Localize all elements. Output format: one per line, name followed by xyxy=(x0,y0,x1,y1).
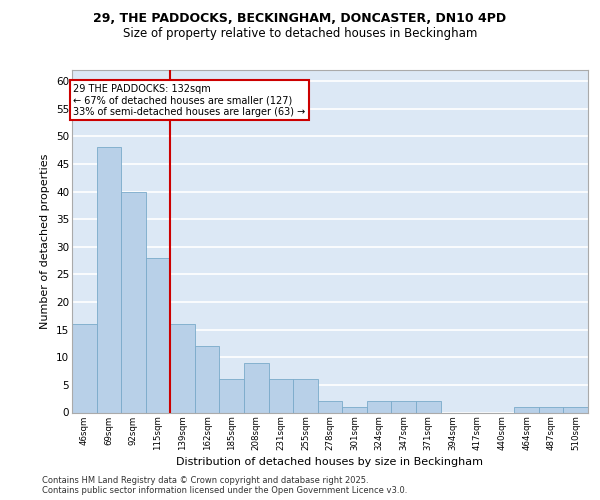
Bar xyxy=(514,407,539,412)
Bar xyxy=(391,402,416,412)
Bar xyxy=(563,407,588,412)
Bar xyxy=(220,380,244,412)
Bar xyxy=(97,148,121,412)
Bar xyxy=(318,402,342,412)
Bar xyxy=(72,324,97,412)
Bar xyxy=(195,346,220,412)
Bar xyxy=(170,324,195,412)
Bar xyxy=(342,407,367,412)
Bar xyxy=(293,380,318,412)
Bar xyxy=(146,258,170,412)
Text: 29, THE PADDOCKS, BECKINGHAM, DONCASTER, DN10 4PD: 29, THE PADDOCKS, BECKINGHAM, DONCASTER,… xyxy=(94,12,506,26)
Y-axis label: Number of detached properties: Number of detached properties xyxy=(40,154,50,329)
Bar xyxy=(416,402,440,412)
Bar xyxy=(121,192,146,412)
Text: 29 THE PADDOCKS: 132sqm
← 67% of detached houses are smaller (127)
33% of semi-d: 29 THE PADDOCKS: 132sqm ← 67% of detache… xyxy=(73,84,305,117)
Text: Contains HM Land Registry data © Crown copyright and database right 2025.
Contai: Contains HM Land Registry data © Crown c… xyxy=(42,476,407,495)
Text: Size of property relative to detached houses in Beckingham: Size of property relative to detached ho… xyxy=(123,28,477,40)
X-axis label: Distribution of detached houses by size in Beckingham: Distribution of detached houses by size … xyxy=(176,457,484,467)
Bar xyxy=(269,380,293,412)
Bar xyxy=(244,363,269,412)
Bar xyxy=(539,407,563,412)
Bar xyxy=(367,402,391,412)
